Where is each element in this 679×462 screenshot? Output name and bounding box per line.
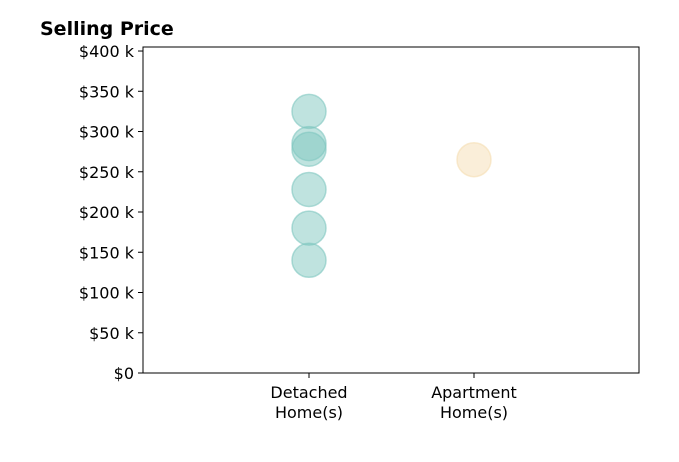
y-tick-label: $300 k (79, 123, 135, 142)
data-point (291, 210, 327, 246)
y-tick-label: $150 k (79, 243, 135, 262)
data-point (291, 242, 327, 279)
data-point (291, 131, 327, 167)
data-point (291, 171, 327, 208)
x-tick-label: Detached (270, 383, 347, 402)
data-point (456, 141, 492, 178)
plot-frame (142, 46, 640, 374)
x-tick-label: Home(s) (275, 403, 343, 422)
y-tick-label: $100 k (79, 284, 135, 303)
y-tick-label: $400 k (79, 42, 135, 61)
chart-title: Selling Price (40, 18, 174, 40)
x-tick-label: Apartment (431, 383, 517, 402)
plot-area: $0 $50 k $100 k $150 k $200 k $250 k $300 k $35… (79, 42, 640, 422)
x-tick-label: Home(s) (440, 403, 508, 422)
y-tick-label: $50 k (89, 324, 135, 343)
y-tick-label: $250 k (79, 163, 135, 182)
y-tick-label: $350 k (79, 82, 135, 101)
y-tick-label: $0 (114, 364, 134, 383)
data-point (291, 93, 327, 130)
y-tick-label: $200 k (79, 203, 135, 222)
